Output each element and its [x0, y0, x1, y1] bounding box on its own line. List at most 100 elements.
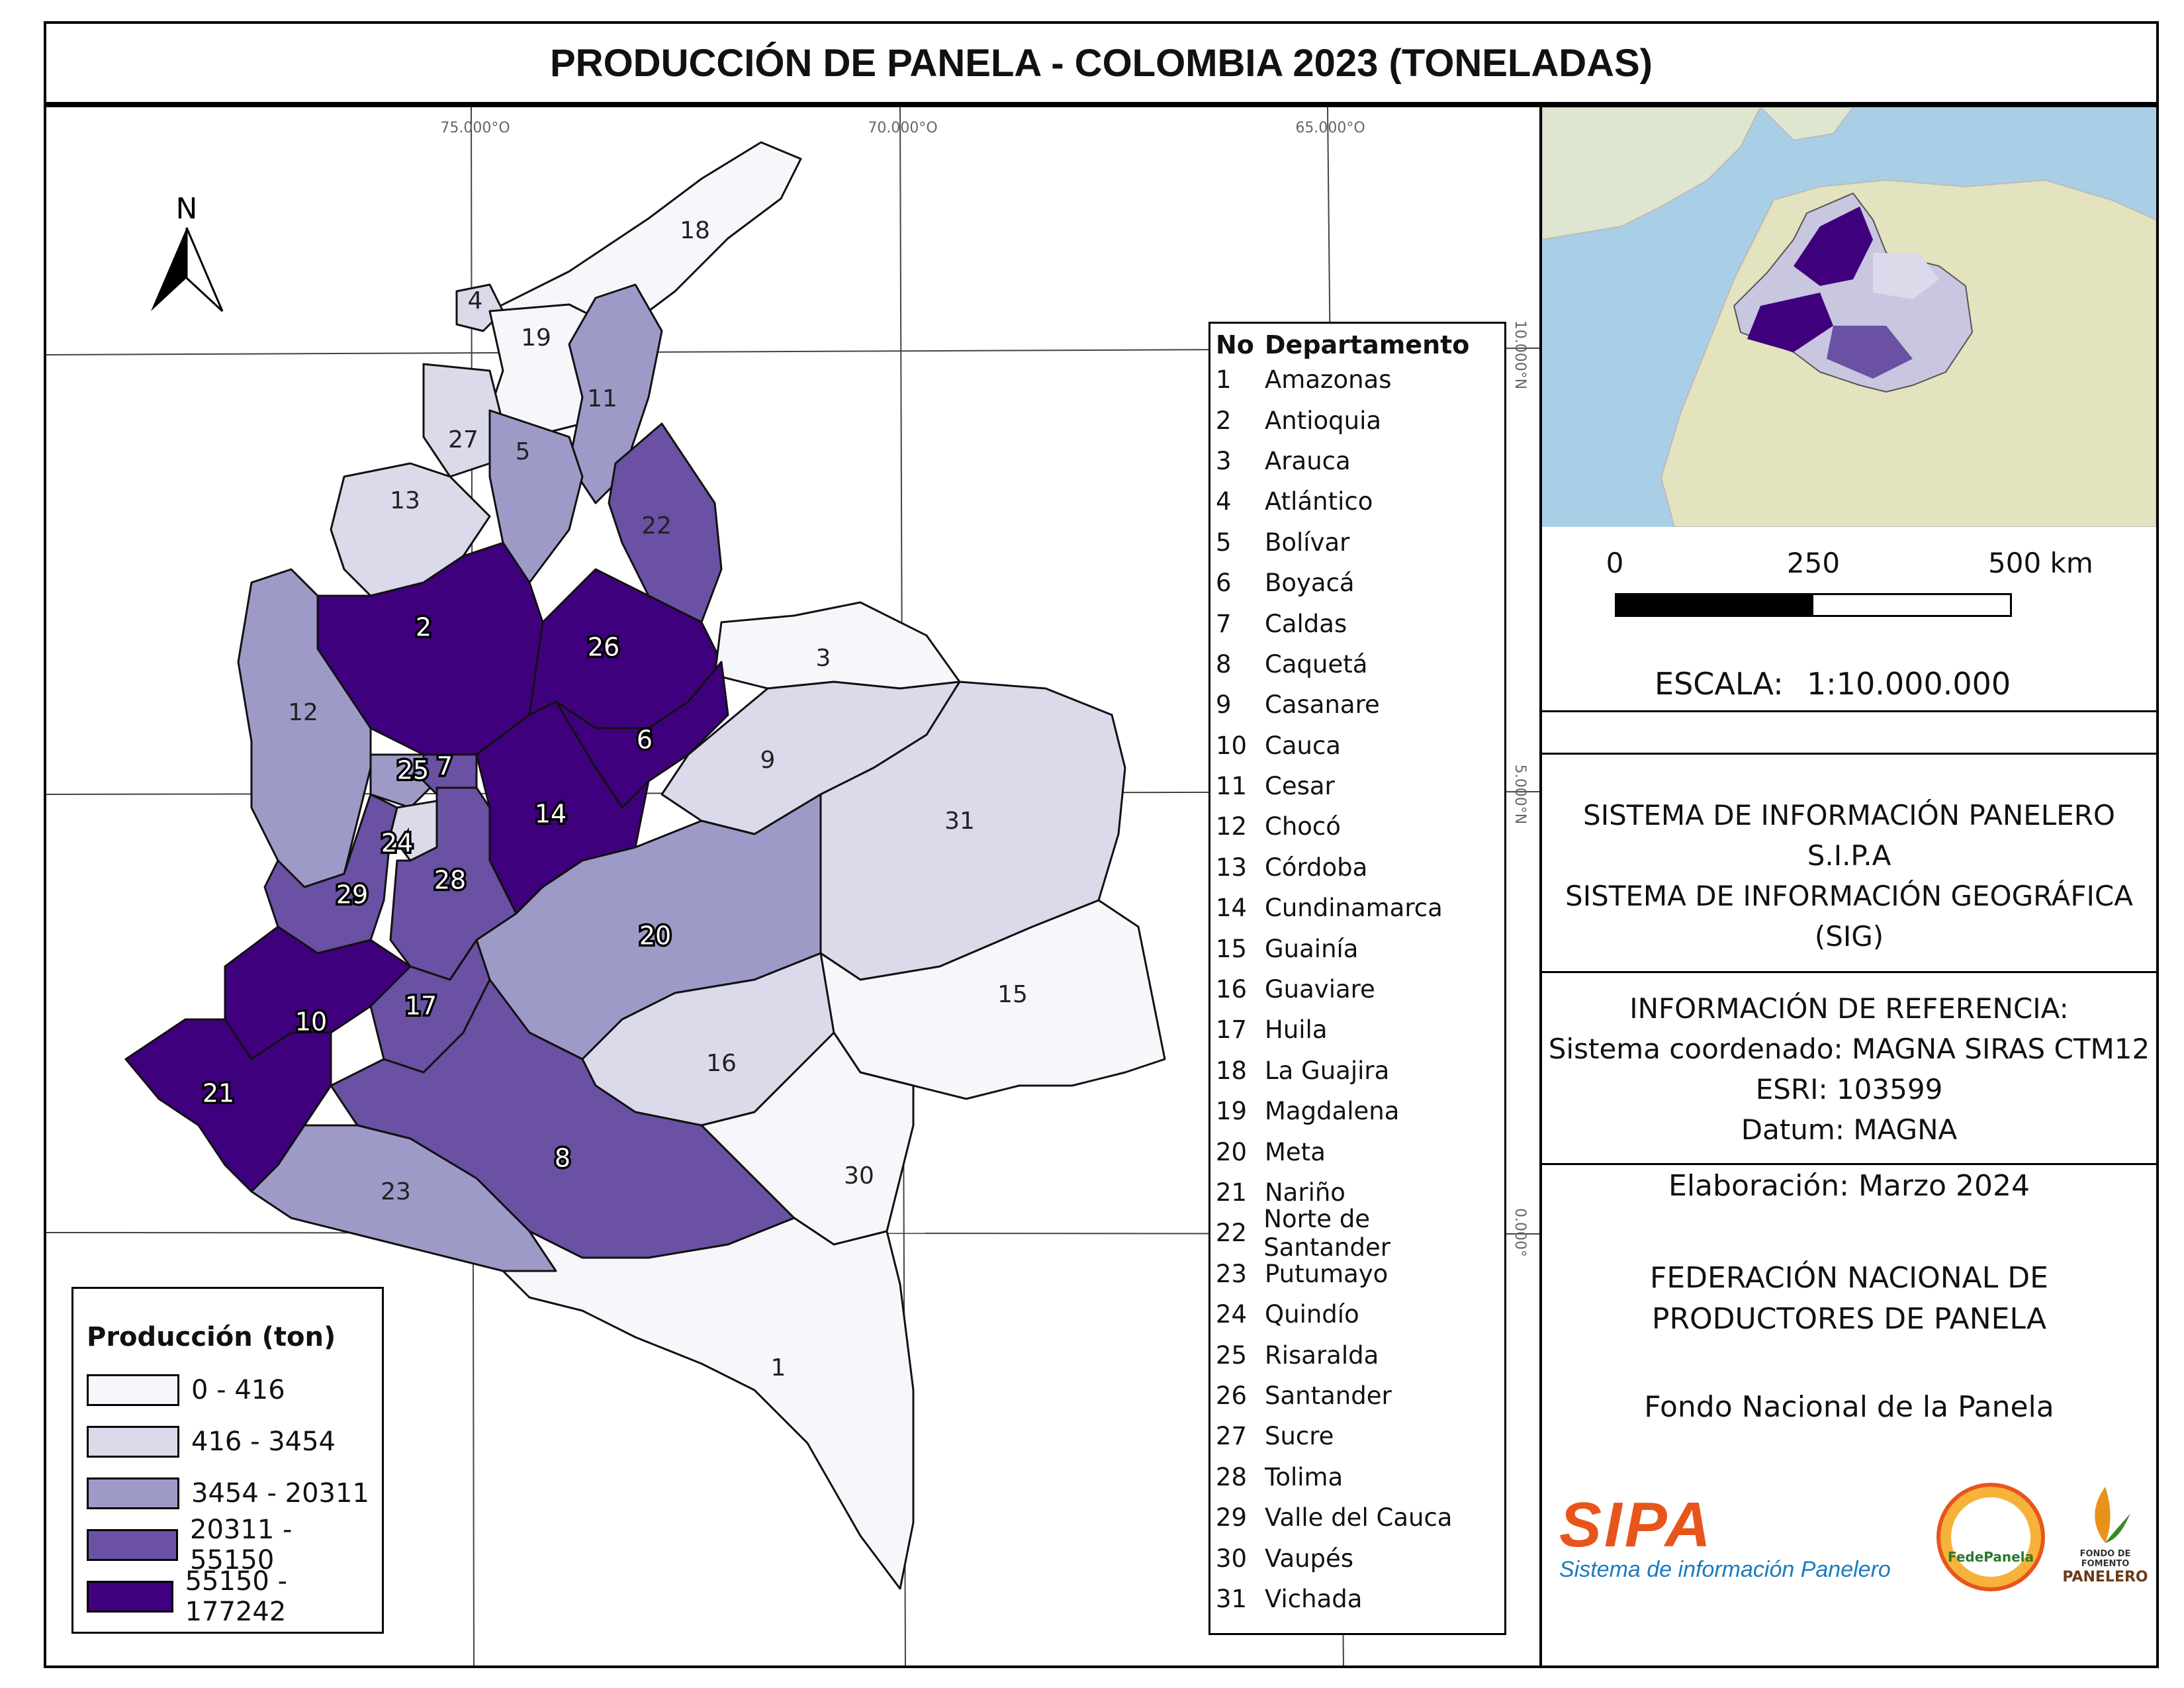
- table-row-no: 30: [1216, 1544, 1248, 1573]
- table-row-department: Cundinamarca: [1265, 894, 1443, 923]
- section-divider: [1542, 712, 2156, 755]
- dept-label-11: 11: [587, 385, 617, 412]
- table-row: 14 Cundinamarca: [1216, 888, 1499, 928]
- department-12[interactable]: [237, 568, 372, 888]
- scale-value: 1:10.000.000: [1807, 666, 2011, 702]
- table-row-no: 23: [1216, 1259, 1248, 1288]
- system-info-line-4: (SIG): [1814, 919, 1884, 953]
- dept-label-13: 13: [390, 487, 420, 514]
- department-labels: 18 4 19 11 27 5 13 22 2 26 3 6 9 12 25 7…: [200, 217, 1028, 1382]
- table-row: 17 Huila: [1216, 1009, 1499, 1050]
- table-row: 9 Casanare: [1216, 684, 1499, 725]
- table-row-department: Caquetá: [1265, 649, 1368, 679]
- dept-label-15: 15: [997, 981, 1028, 1008]
- department-1[interactable]: [502, 1217, 915, 1590]
- table-row-no: 15: [1216, 934, 1248, 963]
- table-row: 18 La Guajira: [1216, 1051, 1499, 1091]
- department-29[interactable]: [263, 793, 398, 955]
- north-arrow: N: [151, 192, 224, 312]
- table-row-no: 11: [1216, 772, 1248, 801]
- dept-label-14: 14: [535, 800, 567, 829]
- dept-label-16: 16: [706, 1050, 737, 1077]
- table-row: 24 Quindío: [1216, 1294, 1499, 1335]
- dept-label-22: 22: [641, 512, 672, 539]
- fondo-fomento-leaf-icon: [2095, 1487, 2130, 1543]
- sipa-logo-text: SIPA: [1559, 1489, 1713, 1560]
- sipa-logo-subtitle: Sistema de información Panelero: [1559, 1557, 1891, 1582]
- table-row-department: Meta: [1265, 1137, 1326, 1166]
- table-rows: 1 Amazonas 2 Antioquia 3 Arauca 4 Atlántico 5 Bol…: [1216, 359, 1499, 1619]
- fedepanela-logo-text: FedePanela: [1948, 1497, 2034, 1577]
- table-row-department: Valle del Cauca: [1265, 1503, 1453, 1532]
- table-row-department: Casanare: [1265, 690, 1380, 720]
- table-row-department: Huila: [1265, 1015, 1328, 1045]
- legend-title: Producción (ton): [87, 1322, 336, 1352]
- table-row-no: 21: [1216, 1178, 1248, 1207]
- table-row-department: Boyacá: [1265, 569, 1355, 598]
- dept-label-26: 26: [588, 633, 619, 662]
- table-row-no: 31: [1216, 1584, 1248, 1613]
- lon-label-top-3: 65.000°O: [1295, 120, 1365, 136]
- legend-swatch: [87, 1374, 179, 1406]
- scale-bar: [1615, 593, 2012, 617]
- table-row: 26 Santander: [1216, 1376, 1499, 1416]
- main-map[interactable]: 75.000°O 70.000°O 65.000°O 75.000°O 70.0…: [46, 107, 1539, 1665]
- dept-label-6: 6: [637, 726, 653, 755]
- legend-label: 55150 - 177242: [185, 1566, 288, 1627]
- table-row-no: 12: [1216, 812, 1248, 841]
- department-3[interactable]: [713, 601, 961, 690]
- lat-label-right-3: 0.000°: [1512, 1208, 1528, 1257]
- fondo-fomento-line-1: FONDO DE FOMENTO: [2079, 1549, 2131, 1569]
- table-row: 22 Norte de Santander: [1216, 1205, 1499, 1262]
- table-row-no: 2: [1216, 406, 1232, 435]
- fondo-fomento-logo: FONDO DE FOMENTO PANELERO: [2062, 1480, 2148, 1585]
- table-row-no: 1: [1216, 365, 1232, 395]
- legend-swatch: [87, 1581, 173, 1613]
- table-row-department: Córdoba: [1265, 853, 1368, 882]
- federation-name: FEDERACIÓN NACIONAL DE PRODUCTORES DE PA…: [1542, 1258, 2156, 1339]
- legend-label: 0 - 416: [191, 1375, 285, 1405]
- lat-label-right-2: 5.000°N: [1512, 765, 1528, 824]
- table-row: 21 Nariño: [1216, 1172, 1499, 1213]
- department-25[interactable]: [369, 753, 438, 809]
- elaboration-date: Elaboración: Marzo 2024: [1668, 1169, 2030, 1203]
- department-21[interactable]: [124, 1018, 332, 1193]
- table-row-department: Atlántico: [1265, 487, 1373, 516]
- dept-label-19: 19: [521, 324, 551, 352]
- table-row-department: Santander: [1265, 1381, 1392, 1410]
- table-row-no: 29: [1216, 1503, 1248, 1532]
- table-row: 7 Caldas: [1216, 603, 1499, 643]
- table-row-no: 27: [1216, 1422, 1248, 1451]
- system-info-line-2: S.I.P.A: [1807, 839, 1891, 872]
- table-row: 30 Vaupés: [1216, 1538, 1499, 1578]
- dept-label-28: 28: [434, 866, 466, 895]
- department-5[interactable]: [488, 409, 584, 584]
- locator-map[interactable]: [1542, 107, 2156, 527]
- table-row: 10 Cauca: [1216, 726, 1499, 766]
- table-row-department: Guaviare: [1265, 975, 1375, 1004]
- table-row-department: Quindío: [1265, 1300, 1359, 1329]
- dept-label-10: 10: [295, 1008, 327, 1037]
- table-row: 23 Putumayo: [1216, 1254, 1499, 1294]
- table-row-department: Risaralda: [1265, 1340, 1379, 1370]
- scale-label: ESCALA:: [1655, 666, 1784, 702]
- table-row-no: 24: [1216, 1300, 1248, 1329]
- table-row: 4 Atlántico: [1216, 481, 1499, 522]
- fedepanela-logo: FedePanela: [1936, 1483, 2045, 1591]
- scale-bar-black-segment: [1617, 595, 1813, 615]
- coord-labels: 75.000°O 70.000°O 65.000°O 75.000°O 70.0…: [440, 120, 1528, 1257]
- table-row-no: 8: [1216, 649, 1232, 679]
- dept-label-17: 17: [405, 992, 437, 1021]
- scale-bar-label-250: 250: [1786, 547, 1841, 579]
- table-row: 12 Chocó: [1216, 806, 1499, 847]
- lon-label-top-1: 75.000°O: [440, 120, 510, 136]
- legend-label: 20311 - 55150: [190, 1515, 293, 1575]
- department-11[interactable]: [568, 283, 663, 504]
- dept-label-8: 8: [555, 1144, 570, 1173]
- table-row-department: Cauca: [1265, 731, 1341, 760]
- map-title: PRODUCCIÓN DE PANELA - COLOMBIA 2023 (TO…: [44, 21, 2159, 105]
- department-22[interactable]: [608, 422, 723, 624]
- table-row-no: 25: [1216, 1340, 1248, 1370]
- table-row: 31 Vichada: [1216, 1579, 1499, 1619]
- table-row: 1 Amazonas: [1216, 359, 1499, 400]
